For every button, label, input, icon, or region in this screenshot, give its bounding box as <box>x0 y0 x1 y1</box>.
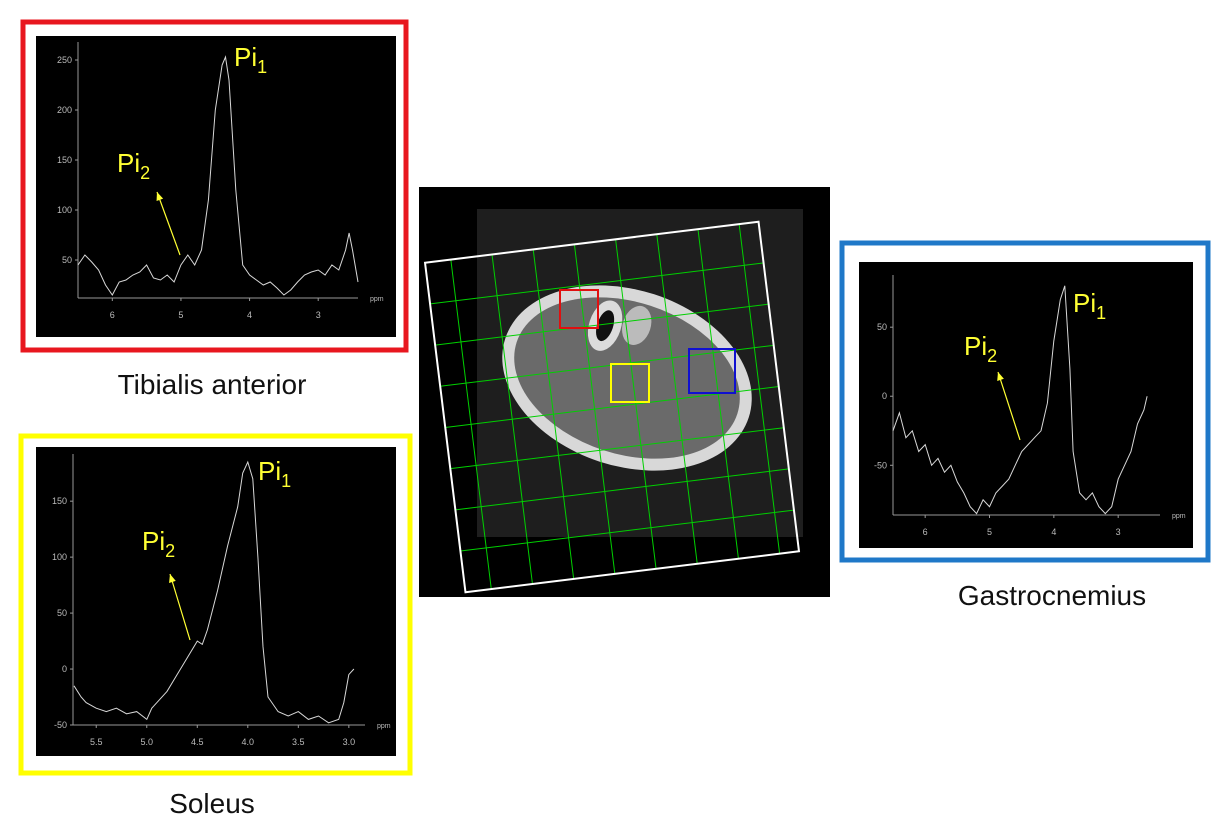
caption: Gastrocnemius <box>958 580 1146 611</box>
leg-muscle <box>514 297 740 459</box>
y-tick-label: 50 <box>62 255 72 265</box>
grid-border <box>423 220 801 594</box>
roi-tibialis <box>559 289 599 329</box>
peak-label: Pi2 <box>964 331 997 366</box>
x-tick-label: 5.0 <box>140 737 153 747</box>
y-tick-label: 150 <box>57 155 72 165</box>
peak-label: Pi1 <box>258 456 291 491</box>
x-tick-label: 5.5 <box>90 737 103 747</box>
peak-label-subscript: 1 <box>281 471 291 491</box>
roi-gastrocnemius <box>688 348 736 394</box>
spectrum-line <box>77 55 359 296</box>
bone <box>622 305 652 345</box>
peak-label: Pi1 <box>234 42 267 77</box>
mri-image <box>419 187 830 597</box>
plot-area <box>859 262 1193 548</box>
spectrum-line <box>73 460 355 724</box>
y-tick-label: 250 <box>57 55 72 65</box>
x-tick-label: 3.0 <box>343 737 356 747</box>
y-tick-label: 0 <box>62 664 67 674</box>
x-tick-label: 4 <box>247 310 252 320</box>
peak-label: Pi1 <box>1073 288 1106 323</box>
peak-label-text: Pi <box>258 456 281 486</box>
y-tick-label: -50 <box>874 460 887 470</box>
arrow-head <box>169 574 176 583</box>
peak-label-text: Pi <box>964 331 987 361</box>
peak-label-subscript: 1 <box>257 57 267 77</box>
x-axis-label: ppm <box>370 296 384 303</box>
x-axis-label: ppm <box>377 723 391 730</box>
x-tick-label: 5 <box>987 527 992 537</box>
y-tick-label: 150 <box>52 496 67 506</box>
bone-core <box>596 310 615 342</box>
annotation-arrow <box>997 371 1021 441</box>
x-tick-label: 6 <box>923 527 928 537</box>
x-tick-label: 5 <box>178 310 183 320</box>
y-tick-label: 50 <box>57 608 67 618</box>
y-tick-label: 100 <box>57 205 72 215</box>
x-tick-label: 6 <box>110 310 115 320</box>
arrow-head <box>997 372 1004 381</box>
x-tick-label: 3.5 <box>292 737 305 747</box>
peak-label-text: Pi <box>117 148 140 178</box>
annotation-arrow <box>169 573 191 641</box>
y-tick-label: 50 <box>877 322 887 332</box>
peak-label-text: Pi <box>234 42 257 72</box>
leg-section <box>502 285 752 471</box>
roi-soleus <box>610 363 650 403</box>
y-tick-label: -50 <box>54 720 67 730</box>
x-axis-label: ppm <box>1172 513 1186 520</box>
y-tick-label: 0 <box>882 391 887 401</box>
spectrum-line <box>892 285 1148 515</box>
peak-label-subscript: 2 <box>140 163 150 183</box>
peak-label-text: Pi <box>1073 288 1096 318</box>
x-tick-label: 4.0 <box>242 737 255 747</box>
peak-label-subscript: 2 <box>165 541 175 561</box>
peak-label: Pi2 <box>117 148 150 183</box>
caption: Soleus <box>169 788 255 819</box>
peak-label-text: Pi <box>142 526 165 556</box>
plot-area <box>36 36 396 337</box>
x-tick-label: 3 <box>1116 527 1121 537</box>
peak-label-subscript: 2 <box>987 346 997 366</box>
peak-label: Pi2 <box>142 526 175 561</box>
arrow-head <box>156 192 164 201</box>
annotation-arrow <box>156 191 181 256</box>
x-tick-label: 3 <box>316 310 321 320</box>
caption: Tibialis anterior <box>118 369 307 400</box>
y-tick-label: 200 <box>57 105 72 115</box>
voxel-grid <box>423 220 801 594</box>
x-tick-label: 4.5 <box>191 737 204 747</box>
plot-area <box>36 447 396 756</box>
peak-label-subscript: 1 <box>1096 303 1106 323</box>
y-tick-label: 100 <box>52 552 67 562</box>
x-tick-label: 4 <box>1051 527 1056 537</box>
